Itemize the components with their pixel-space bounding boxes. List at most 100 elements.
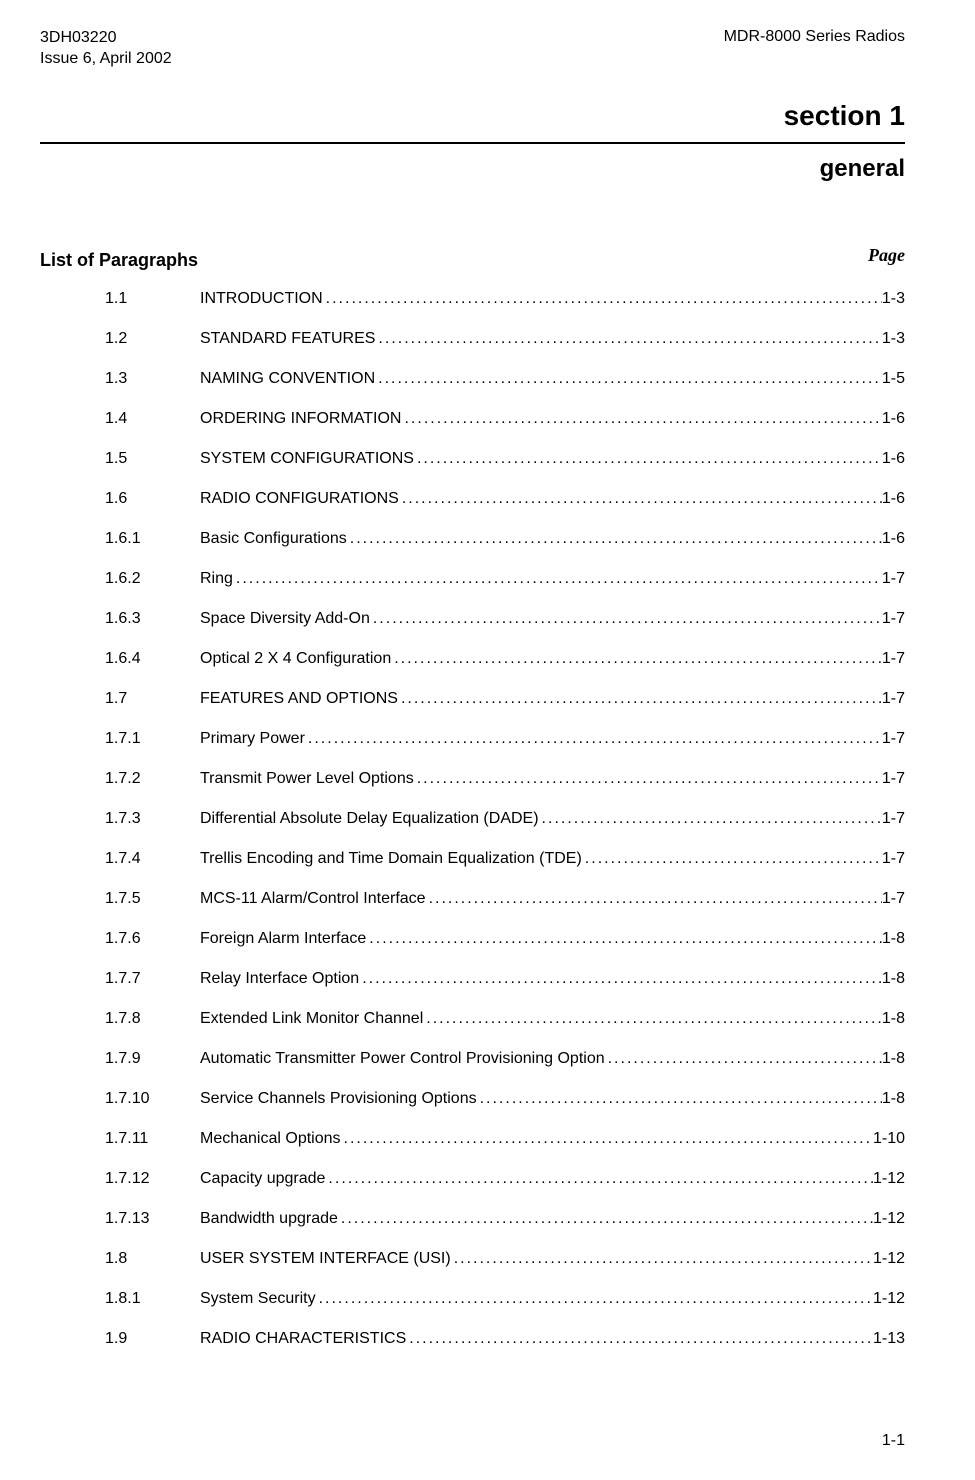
toc-title: Basic Configurations xyxy=(200,530,347,548)
toc-title: FEATURES AND OPTIONS xyxy=(200,690,398,708)
toc-page: 1-10 xyxy=(873,1130,905,1148)
toc-num: 1.8 xyxy=(105,1250,200,1268)
toc-num: 1.7.9 xyxy=(105,1050,200,1068)
toc-entry: 1.7.11Mechanical Options................… xyxy=(105,1130,905,1148)
toc-dots: ........................................… xyxy=(426,890,882,908)
toc-page: 1-7 xyxy=(882,570,905,588)
toc-entry: 1.7.1Primary Power......................… xyxy=(105,730,905,748)
toc-page: 1-6 xyxy=(882,530,905,548)
toc-entry: 1.7.3Differential Absolute Delay Equaliz… xyxy=(105,810,905,828)
toc-page: 1-12 xyxy=(873,1250,905,1268)
toc-entry: 1.7.8Extended Link Monitor Channel......… xyxy=(105,1010,905,1028)
toc-num: 1.7.3 xyxy=(105,810,200,828)
toc-entry: 1.7.6Foreign Alarm Interface............… xyxy=(105,930,905,948)
toc-title: Ring xyxy=(200,570,233,588)
toc-dots: ........................................… xyxy=(341,1130,873,1148)
toc-entry: 1.7.12Capacity upgrade..................… xyxy=(105,1170,905,1188)
section-subtitle: general xyxy=(820,155,905,183)
toc-dots: ........................................… xyxy=(366,930,882,948)
toc-num: 1.7.6 xyxy=(105,930,200,948)
toc-title: RADIO CONFIGURATIONS xyxy=(200,490,399,508)
toc-page: 1-12 xyxy=(873,1170,905,1188)
toc-dots: ........................................… xyxy=(316,1290,873,1308)
toc-title: Primary Power xyxy=(200,730,305,748)
toc-num: 1.7.12 xyxy=(105,1170,200,1188)
toc-dots: ........................................… xyxy=(323,290,882,308)
toc-page: 1-7 xyxy=(882,650,905,668)
toc-num: 1.2 xyxy=(105,330,200,348)
toc-dots: ........................................… xyxy=(401,410,881,428)
toc-num: 1.7.1 xyxy=(105,730,200,748)
toc-entry: 1.7.7Relay Interface Option.............… xyxy=(105,970,905,988)
toc-entry: 1.6.2Ring...............................… xyxy=(105,570,905,588)
toc-num: 1.6.4 xyxy=(105,650,200,668)
toc-page: 1-5 xyxy=(882,370,905,388)
toc-title: Automatic Transmitter Power Control Prov… xyxy=(200,1050,605,1068)
footer-page-number: 1-1 xyxy=(882,1432,905,1450)
toc-dots: ........................................… xyxy=(325,1170,873,1188)
toc-num: 1.5 xyxy=(105,450,200,468)
toc-page: 1-8 xyxy=(882,970,905,988)
product-name: MDR-8000 Series Radios xyxy=(724,28,905,46)
toc-title: Service Channels Provisioning Options xyxy=(200,1090,477,1108)
toc-title: INTRODUCTION xyxy=(200,290,323,308)
toc-title: Space Diversity Add-On xyxy=(200,610,370,628)
toc-num: 1.6.1 xyxy=(105,530,200,548)
toc-title: Mechanical Options xyxy=(200,1130,341,1148)
toc-entry: 1.3NAMING CONVENTION....................… xyxy=(105,370,905,388)
doc-issue: Issue 6, April 2002 xyxy=(40,49,172,70)
toc-dots: ........................................… xyxy=(347,530,882,548)
toc-num: 1.3 xyxy=(105,370,200,388)
toc-entry: 1.6.3Space Diversity Add-On.............… xyxy=(105,610,905,628)
toc-num: 1.4 xyxy=(105,410,200,428)
toc-dots: ........................................… xyxy=(359,970,882,988)
toc-dots: ........................................… xyxy=(370,610,882,628)
toc-entry: 1.7.9Automatic Transmitter Power Control… xyxy=(105,1050,905,1068)
toc-dots: ........................................… xyxy=(414,770,882,788)
header-right: MDR-8000 Series Radios xyxy=(724,28,905,46)
list-header: List of Paragraphs Page xyxy=(40,250,905,271)
toc-dots: ........................................… xyxy=(338,1210,873,1228)
toc-title: Optical 2 X 4 Configuration xyxy=(200,650,391,668)
toc-dots: ........................................… xyxy=(398,690,882,708)
list-header-label: List of Paragraphs xyxy=(40,250,198,270)
section-divider xyxy=(40,142,905,144)
toc-title: Capacity upgrade xyxy=(200,1170,325,1188)
toc-dots: ........................................… xyxy=(414,450,882,468)
toc-page: 1-3 xyxy=(882,330,905,348)
toc-num: 1.1 xyxy=(105,290,200,308)
toc-title: Transmit Power Level Options xyxy=(200,770,414,788)
toc-num: 1.7.11 xyxy=(105,1130,200,1148)
toc-entry: 1.5SYSTEM CONFIGURATIONS................… xyxy=(105,450,905,468)
toc-page: 1-7 xyxy=(882,810,905,828)
toc-entry: 1.6.1Basic Configurations...............… xyxy=(105,530,905,548)
toc-num: 1.6.2 xyxy=(105,570,200,588)
toc-title: Bandwidth upgrade xyxy=(200,1210,338,1228)
toc-num: 1.7.10 xyxy=(105,1090,200,1108)
toc-num: 1.7.2 xyxy=(105,770,200,788)
toc-entry: 1.7.2Transmit Power Level Options.......… xyxy=(105,770,905,788)
toc-page: 1-7 xyxy=(882,690,905,708)
toc-dots: ........................................… xyxy=(539,810,882,828)
toc-dots: ........................................… xyxy=(406,1330,873,1348)
doc-number: 3DH03220 xyxy=(40,28,172,49)
toc-num: 1.7.5 xyxy=(105,890,200,908)
toc-title: SYSTEM CONFIGURATIONS xyxy=(200,450,414,468)
toc-title: STANDARD FEATURES xyxy=(200,330,375,348)
toc-page: 1-7 xyxy=(882,890,905,908)
toc-entry: 1.7.5MCS-11 Alarm/Control Interface.....… xyxy=(105,890,905,908)
toc-dots: ........................................… xyxy=(375,330,881,348)
toc-num: 1.7.13 xyxy=(105,1210,200,1228)
toc-page: 1-6 xyxy=(882,450,905,468)
toc-entry: 1.6RADIO CONFIGURATIONS.................… xyxy=(105,490,905,508)
toc-entry: 1.7FEATURES AND OPTIONS.................… xyxy=(105,690,905,708)
toc-page: 1-8 xyxy=(882,1050,905,1068)
toc-entry: 1.9RADIO CHARACTERISTICS................… xyxy=(105,1330,905,1348)
toc-title: MCS-11 Alarm/Control Interface xyxy=(200,890,426,908)
toc-entry: 1.6.4Optical 2 X 4 Configuration........… xyxy=(105,650,905,668)
toc-page: 1-3 xyxy=(882,290,905,308)
toc-dots: ........................................… xyxy=(582,850,882,868)
page-label: Page xyxy=(868,245,905,266)
toc-page: 1-8 xyxy=(882,1090,905,1108)
toc-entry: 1.7.4Trellis Encoding and Time Domain Eq… xyxy=(105,850,905,868)
